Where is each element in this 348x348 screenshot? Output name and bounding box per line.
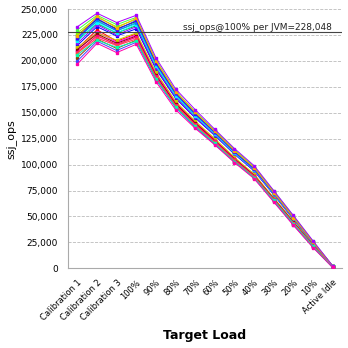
Text: ssj_ops@100% per JVM=228,048: ssj_ops@100% per JVM=228,048 bbox=[183, 23, 332, 32]
Y-axis label: ssj_ops: ssj_ops bbox=[6, 119, 16, 159]
X-axis label: Target Load: Target Load bbox=[164, 330, 247, 342]
